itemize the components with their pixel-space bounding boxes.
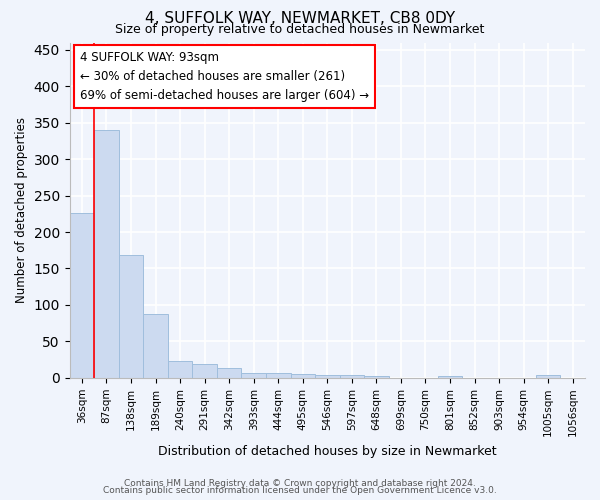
Text: Size of property relative to detached houses in Newmarket: Size of property relative to detached ho…	[115, 22, 485, 36]
Bar	[217, 368, 241, 378]
Bar	[70, 213, 94, 378]
Text: Contains HM Land Registry data © Crown copyright and database right 2024.: Contains HM Land Registry data © Crown c…	[124, 478, 476, 488]
Bar	[438, 376, 462, 378]
Bar	[340, 375, 364, 378]
Bar	[315, 375, 340, 378]
Bar	[536, 375, 560, 378]
Bar	[241, 372, 266, 378]
Text: 4 SUFFOLK WAY: 93sqm
← 30% of detached houses are smaller (261)
69% of semi-deta: 4 SUFFOLK WAY: 93sqm ← 30% of detached h…	[80, 51, 369, 102]
Y-axis label: Number of detached properties: Number of detached properties	[15, 117, 28, 303]
Bar	[290, 374, 315, 378]
Bar	[143, 314, 168, 378]
Bar	[364, 376, 389, 378]
Text: 4, SUFFOLK WAY, NEWMARKET, CB8 0DY: 4, SUFFOLK WAY, NEWMARKET, CB8 0DY	[145, 11, 455, 26]
Bar	[94, 130, 119, 378]
Bar	[266, 372, 290, 378]
Text: Contains public sector information licensed under the Open Government Licence v3: Contains public sector information licen…	[103, 486, 497, 495]
Bar	[193, 364, 217, 378]
Bar	[119, 256, 143, 378]
X-axis label: Distribution of detached houses by size in Newmarket: Distribution of detached houses by size …	[158, 444, 497, 458]
Bar	[168, 361, 193, 378]
